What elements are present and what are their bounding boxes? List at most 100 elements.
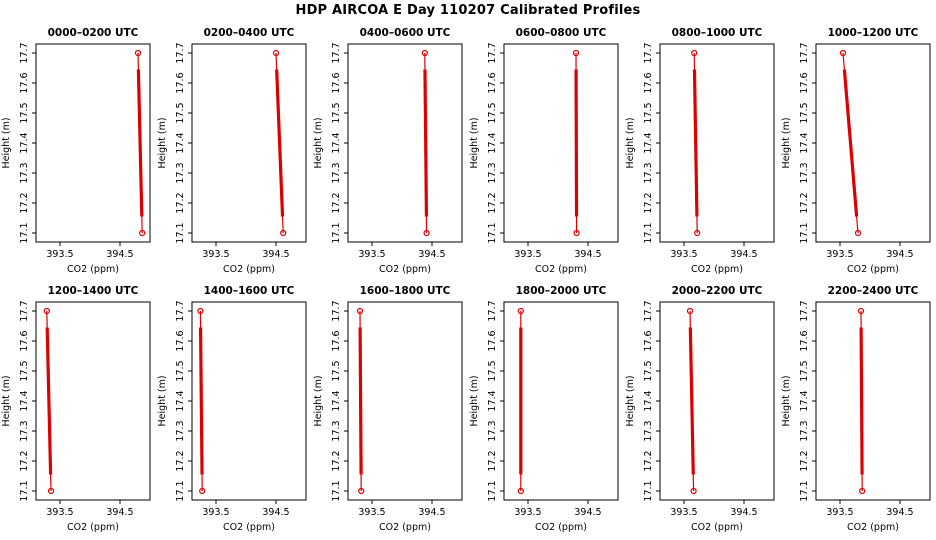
y-tick-label: 17.4 [19,132,30,153]
plot-box [815,301,931,501]
y-tick-label: 17.1 [487,222,498,243]
y-tick-label: 17.5 [487,360,498,381]
y-tick-label: 17.2 [175,450,186,471]
profile-point-marker [356,307,364,315]
plot-box [191,43,307,243]
y-tick-label: 17.4 [487,132,498,153]
plot-box [347,43,463,243]
profile-panel: 2200–2400 UTC 393.5 394.5 17.1 17.2 17.3 17.4 1… [781,285,931,533]
y-tick-label: 17.4 [487,390,498,411]
panel-title: 1800–2000 UTC [516,285,607,297]
y-tick-label: 17.5 [643,102,654,123]
y-axis-label: Height (m) [781,117,792,168]
y-tick-label: 17.3 [19,162,30,183]
y-tick-label: 17.1 [487,480,498,501]
y-tick-label: 17.1 [19,222,30,243]
profile-line-thick [842,69,859,217]
x-tick-label: 393.5 [358,249,385,260]
y-tick-label: 17.7 [643,300,654,321]
plot-box [659,43,775,243]
profile-point-marker [358,487,365,495]
profile-line-thick [136,69,144,217]
y-tick-label: 17.6 [175,72,186,93]
profile-point-marker [572,49,580,57]
y-tick-label: 17.7 [487,42,498,63]
y-tick-label: 17.3 [175,162,186,183]
profile-point-marker [280,229,287,237]
profile-line-thick [198,327,204,475]
y-tick-label: 17.3 [331,420,342,441]
y-tick-label: 17.2 [799,450,810,471]
y-axis-label: Height (m) [469,375,480,426]
y-tick-label: 17.1 [19,480,30,501]
plot-box [503,43,619,243]
profile-panel: 1400–1600 UTC 393.5 394.5 17.1 17.2 17.3 17.4 1… [157,285,307,533]
profile-point-marker [199,487,206,495]
y-tick-label: 17.7 [799,300,810,321]
x-axis-label: CO2 (ppm) [535,522,587,533]
y-tick-label: 17.6 [487,330,498,351]
profile-point-marker [854,229,862,237]
profile-point-marker [197,307,204,315]
y-tick-label: 17.3 [331,162,342,183]
panel-title: 0800–1000 UTC [672,27,763,39]
y-axis-label: Height (m) [313,375,324,426]
profile-panel: 0000–0200 UTC 393.5 394.5 17.1 17.2 17.3 17.4 1… [1,27,151,275]
y-tick-label: 17.3 [19,420,30,441]
x-tick-label: 394.5 [730,507,757,518]
profile-point-marker [517,487,524,495]
x-tick-label: 394.5 [106,507,133,518]
x-tick-label: 393.5 [670,507,697,518]
profile-panel: 2000–2200 UTC 393.5 394.5 17.1 17.2 17.3 17.4 1… [625,285,775,533]
y-tick-label: 17.4 [643,390,654,411]
profile-point-marker [43,307,50,315]
y-tick-label: 17.3 [799,420,810,441]
panel-title: 0200–0400 UTC [204,27,295,39]
y-axis-label: Height (m) [625,117,636,168]
y-tick-label: 17.3 [799,162,810,183]
y-tick-label: 17.7 [643,42,654,63]
y-tick-label: 17.7 [799,42,810,63]
y-tick-label: 17.5 [799,360,810,381]
y-tick-label: 17.2 [487,192,498,213]
y-tick-label: 17.4 [331,390,342,411]
x-tick-label: 394.5 [886,507,913,518]
y-tick-label: 17.3 [643,420,654,441]
x-tick-label: 394.5 [418,249,445,260]
profile-line-thick [692,69,699,217]
y-tick-label: 17.2 [331,450,342,471]
y-tick-label: 17.6 [799,72,810,93]
profile-panel: 1600–1800 UTC 393.5 394.5 17.1 17.2 17.3 17.4 1… [313,285,463,533]
profile-point-marker [839,49,847,57]
y-tick-label: 17.1 [331,480,342,501]
y-tick-label: 17.5 [175,360,186,381]
y-tick-label: 17.6 [799,330,810,351]
profile-point-marker [139,229,146,237]
y-tick-label: 17.7 [331,42,342,63]
y-tick-label: 17.6 [643,330,654,351]
y-tick-label: 17.5 [643,360,654,381]
x-axis-label: CO2 (ppm) [535,264,587,275]
profile-point-marker [47,487,55,495]
x-tick-label: 393.5 [514,249,541,260]
y-tick-label: 17.5 [19,102,30,123]
profile-point-marker [517,307,524,315]
y-axis-label: Height (m) [781,375,792,426]
profile-point-marker [423,229,430,237]
y-tick-label: 17.4 [175,390,186,411]
y-axis-label: Height (m) [469,117,480,168]
y-tick-label: 17.2 [799,192,810,213]
x-tick-label: 394.5 [574,507,601,518]
y-tick-label: 17.5 [331,360,342,381]
y-tick-label: 17.7 [331,300,342,321]
y-axis-label: Height (m) [313,117,324,168]
x-axis-label: CO2 (ppm) [691,264,743,275]
y-axis-label: Height (m) [1,375,12,426]
profile-panel: 1000–1200 UTC 393.5 394.5 17.1 17.2 17.3 17.4 1… [781,27,931,275]
y-axis-label: Height (m) [625,375,636,426]
x-tick-label: 393.5 [514,507,541,518]
y-tick-label: 17.4 [799,390,810,411]
y-tick-label: 17.6 [487,72,498,93]
y-tick-label: 17.1 [175,480,186,501]
x-tick-label: 394.5 [262,507,289,518]
